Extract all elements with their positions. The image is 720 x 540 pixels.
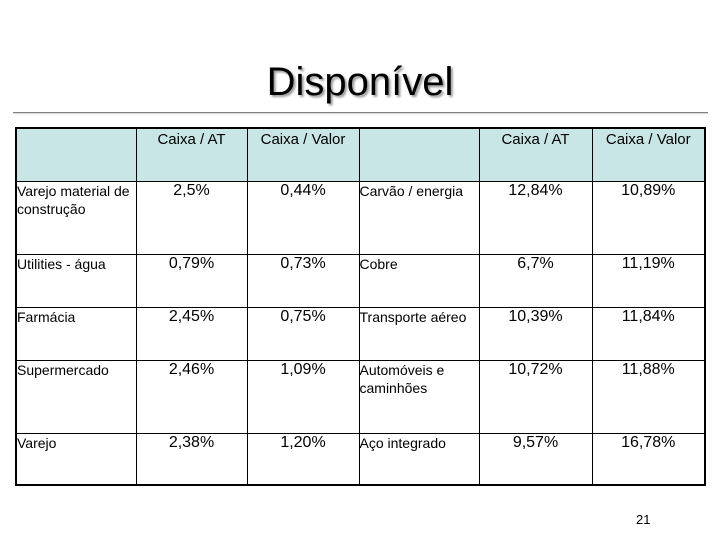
title-divider (13, 112, 708, 113)
caixa-valor-cell: 11,19% (592, 254, 705, 307)
caixa-valor-cell: 0,44% (247, 181, 359, 254)
table-header-row: Caixa / AT Caixa / Valor Caixa / AT Caix… (16, 128, 705, 181)
header-cell-caixa-at-b: Caixa / AT (479, 128, 592, 181)
caixa-at-cell: 12,84% (479, 181, 592, 254)
caixa-at-cell: 10,72% (479, 360, 592, 433)
page-number: 21 (636, 512, 650, 527)
caixa-at-cell: 2,46% (136, 360, 247, 433)
slide-title: Disponível (0, 58, 720, 106)
sector-name-cell: Transporte aéreo (359, 307, 479, 360)
table-row: Farmácia 2,45% 0,75% Transporte aéreo 10… (16, 307, 705, 360)
caixa-at-cell: 2,38% (136, 433, 247, 485)
table-row: Varejo 2,38% 1,20% Aço integrado 9,57% 1… (16, 433, 705, 485)
caixa-at-cell: 2,5% (136, 181, 247, 254)
caixa-at-cell: 6,7% (479, 254, 592, 307)
caixa-valor-cell: 1,20% (247, 433, 359, 485)
sector-name-cell: Cobre (359, 254, 479, 307)
header-cell-sector-b (359, 128, 479, 181)
caixa-at-cell: 2,45% (136, 307, 247, 360)
header-cell-caixa-at-a: Caixa / AT (136, 128, 247, 181)
table-row: Utilities - água 0,79% 0,73% Cobre 6,7% … (16, 254, 705, 307)
caixa-valor-cell: 1,09% (247, 360, 359, 433)
sector-name-cell: Varejo (16, 433, 136, 485)
caixa-valor-cell: 16,78% (592, 433, 705, 485)
header-cell-caixa-valor-a: Caixa / Valor (247, 128, 359, 181)
sector-name-cell: Utilities - água (16, 254, 136, 307)
sector-name-cell: Aço integrado (359, 433, 479, 485)
table-row: Varejo material de construção 2,5% 0,44%… (16, 181, 705, 254)
caixa-at-cell: 0,79% (136, 254, 247, 307)
data-table: Caixa / AT Caixa / Valor Caixa / AT Caix… (15, 127, 706, 486)
table-row: Supermercado 2,46% 1,09% Automóveis e ca… (16, 360, 705, 433)
caixa-valor-cell: 11,88% (592, 360, 705, 433)
caixa-valor-cell: 10,89% (592, 181, 705, 254)
sector-name-cell: Varejo material de construção (16, 181, 136, 254)
header-cell-caixa-valor-b: Caixa / Valor (592, 128, 705, 181)
sector-name-cell: Supermercado (16, 360, 136, 433)
caixa-valor-cell: 0,75% (247, 307, 359, 360)
caixa-at-cell: 9,57% (479, 433, 592, 485)
header-cell-sector-a (16, 128, 136, 181)
caixa-valor-cell: 0,73% (247, 254, 359, 307)
sector-name-cell: Farmácia (16, 307, 136, 360)
sector-name-cell: Automóveis e caminhões (359, 360, 479, 433)
sector-name-cell: Carvão / energia (359, 181, 479, 254)
caixa-at-cell: 10,39% (479, 307, 592, 360)
caixa-valor-cell: 11,84% (592, 307, 705, 360)
